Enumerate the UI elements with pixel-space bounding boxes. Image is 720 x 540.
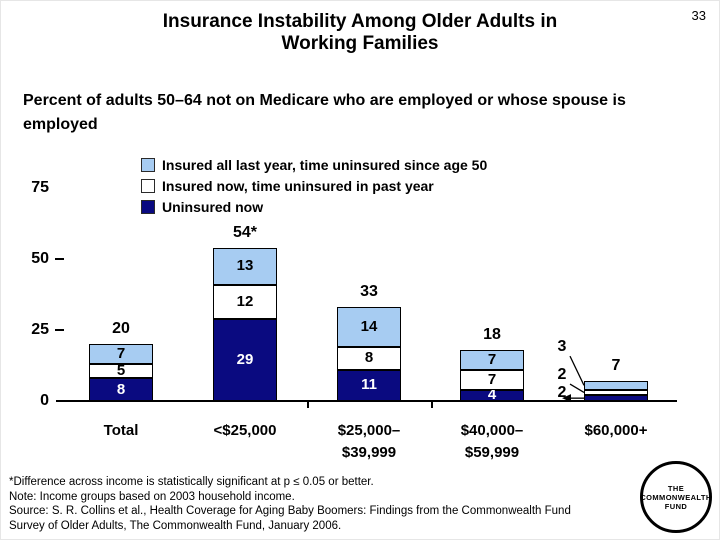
bar-total-label: 7 — [611, 357, 621, 375]
bar-segment — [337, 307, 401, 348]
x-axis-category-label-line: $25,000– — [337, 422, 401, 439]
bar-segment-label: 14 — [360, 318, 378, 336]
x-axis-category-label-line: $59,999 — [464, 444, 520, 461]
slide-title-line2: Working Families — [281, 33, 439, 54]
x-axis-category-label-line: <$25,000 — [213, 422, 277, 439]
legend-item: Insured now, time uninsured in past year — [141, 175, 487, 196]
bar-total-label: 33 — [360, 283, 378, 301]
bar-segment — [584, 381, 648, 390]
y-axis-tick-label: 25 — [31, 321, 49, 338]
logo-text: THE COMMONWEALTH FUND — [640, 484, 711, 511]
legend-item: Insured all last year, time uninsured si… — [141, 154, 487, 175]
bar-segment — [584, 389, 648, 396]
x-axis-tick-mark — [307, 401, 309, 408]
bar-segment — [337, 369, 401, 401]
logo-text-line: COMMONWEALTH — [640, 492, 712, 502]
bar-segment-label: 8 — [116, 380, 126, 398]
bar-segment-label: 7 — [487, 350, 497, 368]
bar-segment-label: 7 — [487, 370, 497, 388]
x-axis-line — [56, 400, 677, 402]
x-axis-category-label-line: $39,999 — [341, 444, 397, 461]
leader-line — [569, 355, 585, 386]
bar-segment — [213, 318, 277, 401]
x-axis-tick-mark — [431, 401, 433, 408]
bar-segment-label: 4 — [487, 386, 497, 404]
footnote-line: Source: S. R. Collins et al., Health Cov… — [9, 505, 571, 518]
x-axis-category-label-line: Total — [103, 422, 139, 439]
bar-segment — [89, 378, 153, 401]
bar-segment-label: 8 — [364, 349, 374, 367]
x-axis-category-label: $40,000– $59,999 — [430, 420, 554, 464]
commonwealth-fund-logo: THE COMMONWEALTH FUND — [640, 461, 712, 533]
x-axis-category-label: $25,000– $39,999 — [307, 420, 431, 464]
bar-segment-label: 5 — [116, 362, 126, 380]
bar-segment-label: 7 — [116, 345, 126, 363]
bar-segment-label: 29 — [236, 350, 254, 368]
bar-segment — [89, 344, 153, 365]
legend-item-label: Uninsured now — [162, 198, 264, 215]
bar-segment-callout-label: 3 — [557, 338, 567, 356]
logo-text-line: THE — [667, 483, 685, 493]
bar-segment — [337, 347, 401, 370]
slide-title: Insurance Instability Among Older Adults… — [61, 11, 659, 55]
legend-color-swatch — [141, 199, 155, 214]
y-axis-tick-label: 50 — [31, 250, 49, 267]
x-axis-category-label: Total — [59, 420, 183, 442]
footnote-line: *Difference across income is statistical… — [9, 476, 374, 488]
bar-segment — [89, 364, 153, 379]
footnote-line: Note: Income groups based on 2003 househ… — [9, 490, 295, 503]
footnotes: *Difference across income is statistical… — [9, 475, 634, 533]
bar-segment — [460, 389, 524, 401]
legend-item-label: Insured now, time uninsured in past year — [162, 177, 434, 194]
leader-line — [569, 383, 585, 394]
legend-item-label: Insured all last year, time uninsured si… — [162, 156, 488, 173]
bar-segment-callout-label: 2 — [557, 384, 567, 402]
y-axis-tick-label: 0 — [40, 392, 49, 409]
bar-total-label: 18 — [483, 325, 501, 343]
bar-segment-label: 13 — [236, 257, 254, 275]
x-axis-category-label: <$25,000 — [183, 420, 307, 442]
bar-segment — [460, 349, 524, 370]
leader-arrowhead — [562, 394, 571, 403]
y-axis-tick-label: 75 — [31, 179, 49, 196]
x-axis-category-label: $60,000+ — [554, 420, 678, 442]
bar-total-label: 20 — [112, 320, 130, 338]
legend-color-swatch — [141, 157, 155, 172]
x-axis-category-label-line: $40,000– — [460, 422, 524, 439]
bar-segment-label: 11 — [361, 376, 377, 394]
chart-legend: Insured all last year, time uninsured si… — [141, 154, 487, 217]
bar-segment-label: 12 — [236, 292, 254, 310]
bar-total-label: 54* — [232, 223, 258, 241]
logo-text-line: FUND — [664, 501, 688, 511]
y-axis-tick-mark — [55, 329, 64, 331]
bar-segment — [584, 395, 648, 401]
slide-title-line1: Insurance Instability Among Older Adults… — [162, 11, 558, 32]
legend-item: Uninsured now — [141, 196, 487, 217]
bar-segment — [213, 247, 277, 285]
page-number: 33 — [691, 8, 706, 23]
y-axis-tick-mark — [55, 258, 64, 260]
chart-subtitle: Percent of adults 50–64 not on Medicare … — [23, 92, 626, 133]
legend-color-swatch — [141, 178, 155, 193]
x-axis-category-label-line: $60,000+ — [584, 422, 648, 439]
bar-segment-callout-label: 2 — [557, 366, 567, 384]
bar-segment — [460, 369, 524, 390]
footnote-line: Survey of Older Adults, The Commonwealth… — [9, 519, 342, 532]
bar-segment — [213, 284, 277, 319]
